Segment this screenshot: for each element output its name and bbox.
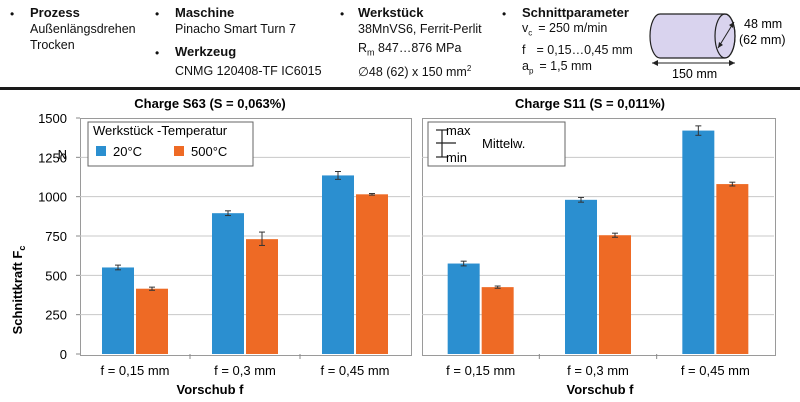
category-label: f = 0,45 mm — [321, 363, 390, 378]
cylinder-body — [649, 13, 736, 59]
category-label: f = 0,45 mm — [681, 363, 750, 378]
bullet: • — [502, 7, 507, 21]
schnittparameter-title: Schnittparameter — [522, 5, 629, 20]
y-tick-label: 1500 — [38, 111, 67, 126]
bar-20c — [102, 267, 134, 354]
maschine-line: Pinacho Smart Turn 7 — [175, 22, 296, 36]
legend-swatch-20c — [96, 146, 106, 156]
legend-box — [87, 121, 254, 167]
werkstueck-title: Werkstück — [358, 5, 424, 20]
legend-swatch-500c — [174, 146, 184, 156]
y-tick-label: 500 — [45, 268, 67, 283]
bar-500c — [481, 287, 514, 354]
plot-area-right — [422, 118, 776, 356]
categories-s11: f = 0,15 mm f = 0,3 mm f = 0,45 mm — [446, 363, 750, 378]
werkzeug-title: Werkzeug — [175, 44, 237, 59]
bar-20c — [682, 130, 715, 354]
bullet: • — [10, 7, 15, 21]
errorbar-legend-label: Mittelw. — [482, 136, 525, 151]
chart-svg: Charge S63 (S = 0,063%) Vorschub f f = 0… — [10, 96, 774, 397]
ap-line: ap = 1,5 mm — [522, 58, 592, 76]
cylinder-diam1: 48 mm — [744, 17, 782, 31]
errorbar-legend-box — [427, 121, 566, 167]
y-tick-label: 1000 — [38, 190, 67, 205]
legend: Werkstück -Temperatur 20°C 500°C — [87, 121, 254, 167]
bars-s63 — [80, 156, 410, 359]
bullet: • — [155, 7, 160, 21]
werkstueck-rm: Rm 847…876 MPa — [358, 41, 462, 58]
yaxis-ticks: 0 250 500 750 1000 1250 1500 — [38, 111, 80, 362]
errorbar-legend-max: max — [446, 123, 471, 138]
maschine-title: Maschine — [175, 5, 235, 20]
chart-title-s63: Charge S63 (S = 0,063%) — [134, 96, 285, 111]
cylinder-diam2: (62 mm) — [739, 33, 786, 47]
werkzeug-line: CNMG 120408-TF IC6015 — [175, 64, 322, 78]
werkstueck-dim: ∅48 (62) x 150 mm2 — [358, 63, 472, 79]
legend-title: Werkstück -Temperatur — [93, 123, 228, 138]
cylinder-face — [714, 13, 736, 59]
category-label: f = 0,15 mm — [101, 363, 170, 378]
schnittparameter-block: Schnittparameter vc = 250 m/min f = 0,15…0… — [522, 5, 633, 79]
errorbar-legend: max min Mittelw. — [427, 121, 566, 167]
bar-20c — [322, 175, 354, 354]
category-label: f = 0,3 mm — [214, 363, 276, 378]
y-tick-label: 750 — [45, 229, 67, 244]
y-unit: N — [58, 147, 67, 162]
chart-s63: Charge S63 (S = 0,063%) Vorschub f f = 0… — [38, 96, 410, 397]
separator-line — [0, 87, 800, 90]
y-tick-label: 250 — [45, 308, 67, 323]
diameter-arrowheads — [718, 22, 734, 48]
bar-500c — [246, 239, 278, 354]
xlabel-s63: Vorschub f — [177, 382, 245, 397]
prozess-line-1: Außenlängsdrehen — [30, 22, 136, 36]
header-info: • Prozess Außenlängsdrehen Trocken • Mas… — [0, 0, 800, 86]
werkstueck-block: Werkstück 38MnVS6, Ferrit-Perlit Rm 847…… — [358, 5, 482, 80]
chart-title-s11: Charge S11 (S = 0,011%) — [515, 96, 665, 111]
errorbar-legend-min: min — [446, 150, 467, 165]
cylinder-sketch: 48 mm (62 mm) 150 mm — [649, 13, 786, 81]
y-tick-label: 0 — [60, 347, 67, 362]
category-label: f = 0,3 mm — [567, 363, 629, 378]
bar-500c — [356, 194, 388, 354]
bar-20c — [212, 213, 244, 354]
bar-500c — [136, 288, 168, 354]
f-line: f = 0,15…0,45 mm — [522, 42, 633, 57]
bullet: • — [340, 7, 345, 21]
werkstueck-material: 38MnVS6, Ferrit-Perlit — [358, 22, 482, 36]
y-tick-label: 1250 — [38, 150, 67, 165]
legend-label-20c: 20°C — [113, 144, 142, 159]
prozess-title: Prozess — [30, 5, 80, 20]
bar-20c — [565, 199, 597, 354]
prozess-block: Prozess Außenlängsdrehen Trocken — [30, 5, 136, 53]
chart-s11: Charge S11 (S = 0,011%) Vorschub f f = 0… — [422, 96, 774, 397]
category-label: f = 0,15 mm — [446, 363, 515, 378]
bar-20c — [447, 263, 480, 354]
bar-500c — [716, 184, 749, 354]
xlabel-s11: Vorschub f — [567, 382, 635, 397]
bars-s11 — [422, 125, 774, 359]
y-axis-label: Schnittkraft Fc — [10, 246, 27, 335]
legend-label-500c: 500°C — [191, 144, 227, 159]
bullet: • — [155, 46, 160, 60]
maschine-block: Maschine Pinacho Smart Turn 7 — [175, 5, 296, 37]
cylinder-length: 150 mm — [672, 67, 717, 81]
werkzeug-block: Werkzeug CNMG 120408-TF IC6015 — [175, 44, 322, 79]
bar-500c — [599, 235, 631, 354]
plot-area-left — [80, 118, 412, 356]
vc-line: vc = 250 m/min — [522, 21, 608, 38]
prozess-line-2: Trocken — [30, 38, 75, 52]
categories-s63: f = 0,15 mm f = 0,3 mm f = 0,45 mm — [101, 363, 390, 378]
